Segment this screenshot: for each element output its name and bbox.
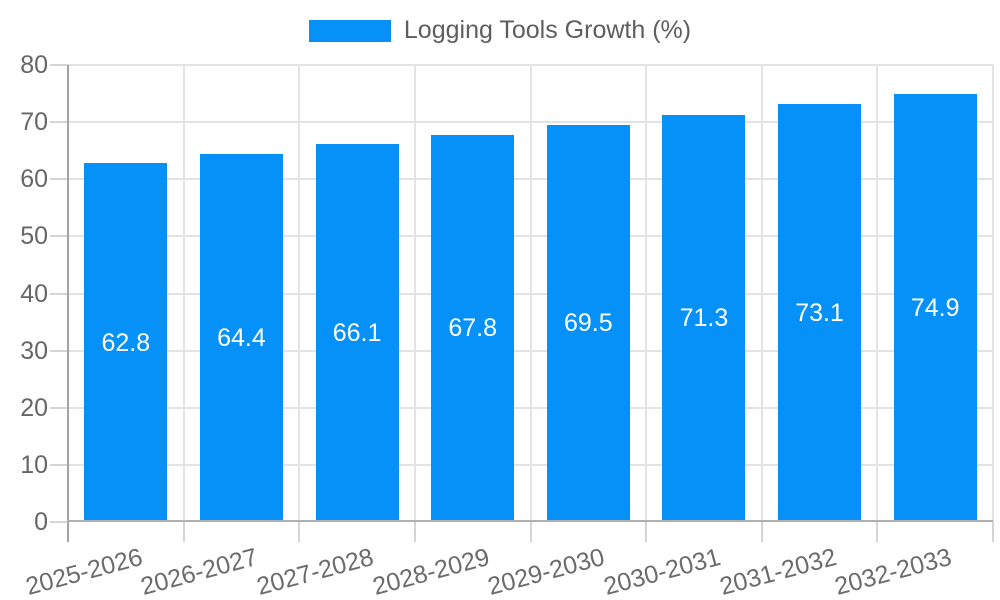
x-axis-tick-label: 2025-2026 bbox=[22, 542, 146, 600]
bar-value-label: 64.4 bbox=[217, 324, 266, 353]
x-tick bbox=[182, 522, 185, 542]
y-tick bbox=[50, 235, 68, 238]
x-axis-tick-label: 2026-2027 bbox=[138, 542, 261, 600]
y-axis-tick-label: 60 bbox=[20, 165, 48, 194]
y-tick bbox=[50, 292, 68, 295]
legend-swatch-icon bbox=[308, 19, 391, 42]
x-tick bbox=[413, 522, 416, 542]
y-axis-tick-label: 70 bbox=[20, 108, 48, 137]
x-tick bbox=[645, 522, 648, 542]
x-tick bbox=[529, 522, 532, 542]
v-gridline bbox=[760, 65, 763, 522]
v-gridline bbox=[876, 65, 879, 522]
bar[interactable] bbox=[546, 124, 630, 522]
bar[interactable] bbox=[893, 94, 977, 522]
y-tick bbox=[50, 178, 68, 181]
bar[interactable] bbox=[84, 163, 168, 522]
y-axis-tick-label: 10 bbox=[20, 450, 48, 479]
bar[interactable] bbox=[778, 104, 862, 522]
bar-value-label: 66.1 bbox=[332, 319, 382, 348]
bar-value-label: 69.5 bbox=[563, 309, 613, 338]
y-axis-tick-label: 80 bbox=[20, 51, 48, 79]
v-gridline bbox=[413, 65, 416, 522]
bar-value-label: 74.9 bbox=[910, 294, 960, 323]
y-tick bbox=[50, 521, 68, 523]
v-gridline bbox=[645, 65, 648, 522]
x-tick bbox=[760, 522, 763, 542]
y-tick bbox=[50, 121, 68, 124]
v-gridline bbox=[529, 65, 532, 522]
y-axis-tick-label: 50 bbox=[20, 222, 48, 251]
y-axis-tick-label: 20 bbox=[20, 393, 48, 422]
y-axis-tick-label: 40 bbox=[20, 279, 48, 308]
bar-value-label: 71.3 bbox=[679, 304, 729, 333]
v-gridline bbox=[992, 65, 994, 522]
x-axis-tick-label: 2032-2033 bbox=[831, 542, 955, 600]
y-axis-tick-label: 30 bbox=[20, 336, 48, 365]
x-tick bbox=[298, 522, 301, 542]
y-tick bbox=[50, 406, 68, 409]
bar-value-label: 62.8 bbox=[101, 328, 151, 357]
bar[interactable] bbox=[199, 154, 283, 522]
x-tick bbox=[876, 522, 879, 542]
bar[interactable] bbox=[315, 144, 399, 522]
x-tick bbox=[992, 522, 994, 542]
x-axis-tick-label: 2028-2029 bbox=[369, 542, 493, 600]
bar[interactable] bbox=[431, 134, 515, 522]
y-tick bbox=[50, 463, 68, 466]
x-axis-tick-label: 2027-2028 bbox=[253, 542, 377, 600]
legend-label: Logging Tools Growth (%) bbox=[403, 16, 692, 44]
y-axis-line bbox=[67, 65, 69, 542]
bar-value-label: 67.8 bbox=[448, 314, 498, 343]
y-axis-tick-label: 0 bbox=[34, 508, 48, 536]
y-tick bbox=[50, 64, 68, 66]
legend[interactable]: Logging Tools Growth (%) bbox=[0, 16, 1000, 45]
x-axis-line bbox=[67, 520, 993, 522]
x-axis-tick-label: 2030-2031 bbox=[600, 542, 724, 600]
y-tick bbox=[50, 349, 68, 352]
bar-value-label: 73.1 bbox=[795, 299, 844, 328]
v-gridline bbox=[182, 65, 185, 522]
x-axis-tick-label: 2029-2030 bbox=[485, 542, 608, 600]
bar[interactable] bbox=[662, 114, 746, 522]
v-gridline bbox=[298, 65, 301, 522]
x-axis-tick-label: 2031-2032 bbox=[716, 542, 840, 600]
